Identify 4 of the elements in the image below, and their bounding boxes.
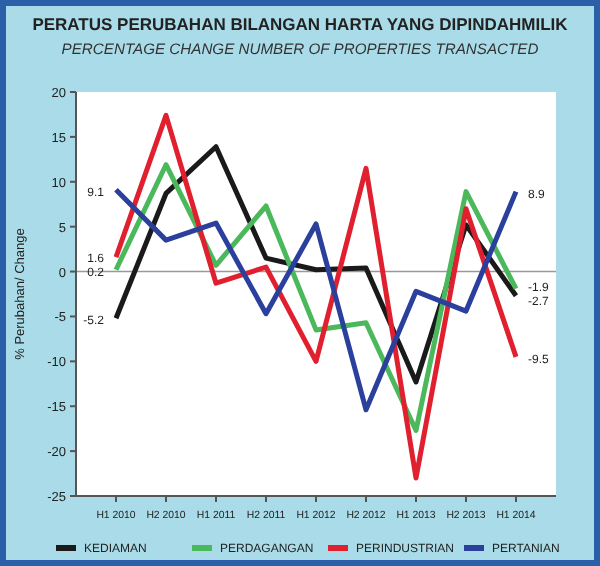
chart-title: PERATUS PERUBAHAN BILANGAN HARTA YANG DIPINDAHMILIK [32,14,570,34]
line-series [113,112,519,481]
line-series [113,162,519,433]
line-series [113,187,519,413]
